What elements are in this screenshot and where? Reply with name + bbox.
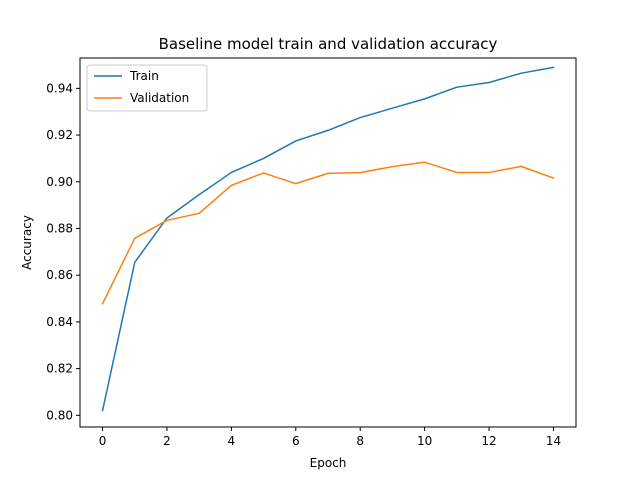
series-line-train: [101, 66, 555, 412]
y-tick-label: 0.86: [46, 268, 73, 282]
x-tick-label: 12: [481, 434, 496, 448]
x-tick-label: 0: [99, 434, 107, 448]
y-tick-label: 0.84: [46, 315, 73, 329]
legend-label-validation: Validation: [130, 91, 189, 105]
x-axis-label: Epoch: [310, 456, 347, 470]
y-axis-label: Accuracy: [20, 215, 34, 270]
y-tick-label: 0.94: [46, 81, 73, 95]
legend-label-train: Train: [129, 69, 159, 83]
x-tick-label: 2: [163, 434, 171, 448]
y-axis-ticks: 0.80 0.82 0.84 0.86 0.88 0.90 0.92 0.94: [46, 81, 80, 422]
x-tick-label: 10: [417, 434, 432, 448]
y-tick-label: 0.88: [46, 221, 73, 235]
y-tick-label: 0.92: [46, 128, 73, 142]
plot-area-frame: [79, 57, 577, 428]
series-line-validation: [101, 161, 555, 305]
x-tick-label: 8: [356, 434, 364, 448]
x-tick-label: 6: [292, 434, 300, 448]
chart-title: Baseline model train and validation accu…: [159, 35, 498, 53]
y-tick-label: 0.90: [46, 175, 73, 189]
x-tick-label: 4: [228, 434, 236, 448]
y-tick-label: 0.80: [46, 408, 73, 422]
y-tick-label: 0.82: [46, 362, 73, 376]
legend: Train Validation: [86, 64, 208, 112]
series-lines: [101, 66, 555, 412]
x-tick-label: 14: [546, 434, 561, 448]
x-axis-ticks: 0 2 4 6 8 10 12 14: [99, 427, 561, 448]
